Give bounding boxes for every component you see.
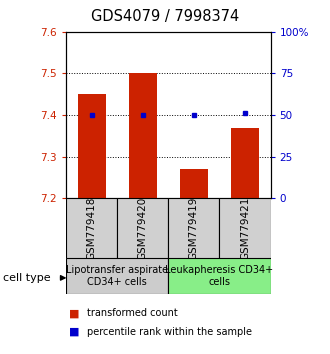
Text: ■: ■ — [69, 308, 80, 318]
Bar — [231, 127, 259, 198]
Bar — [219, 198, 271, 258]
Text: percentile rank within the sample: percentile rank within the sample — [87, 327, 252, 337]
Bar — [117, 198, 168, 258]
Text: transformed count: transformed count — [87, 308, 178, 318]
Text: GSM779421: GSM779421 — [240, 196, 250, 260]
Bar — [66, 258, 168, 294]
Text: GSM779419: GSM779419 — [189, 196, 199, 260]
Bar — [168, 198, 219, 258]
Bar — [66, 198, 117, 258]
Bar — [168, 258, 271, 294]
Bar — [129, 74, 157, 198]
Text: Lipotransfer aspirate
CD34+ cells: Lipotransfer aspirate CD34+ cells — [66, 265, 168, 287]
Text: Leukapheresis CD34+
cells: Leukapheresis CD34+ cells — [165, 265, 274, 287]
Text: GDS4079 / 7998374: GDS4079 / 7998374 — [91, 9, 239, 24]
Bar — [78, 94, 106, 198]
Text: GSM779418: GSM779418 — [86, 196, 97, 260]
Text: ■: ■ — [69, 327, 80, 337]
Bar — [180, 169, 208, 198]
Text: GSM779420: GSM779420 — [138, 197, 148, 260]
Text: cell type: cell type — [3, 273, 51, 283]
